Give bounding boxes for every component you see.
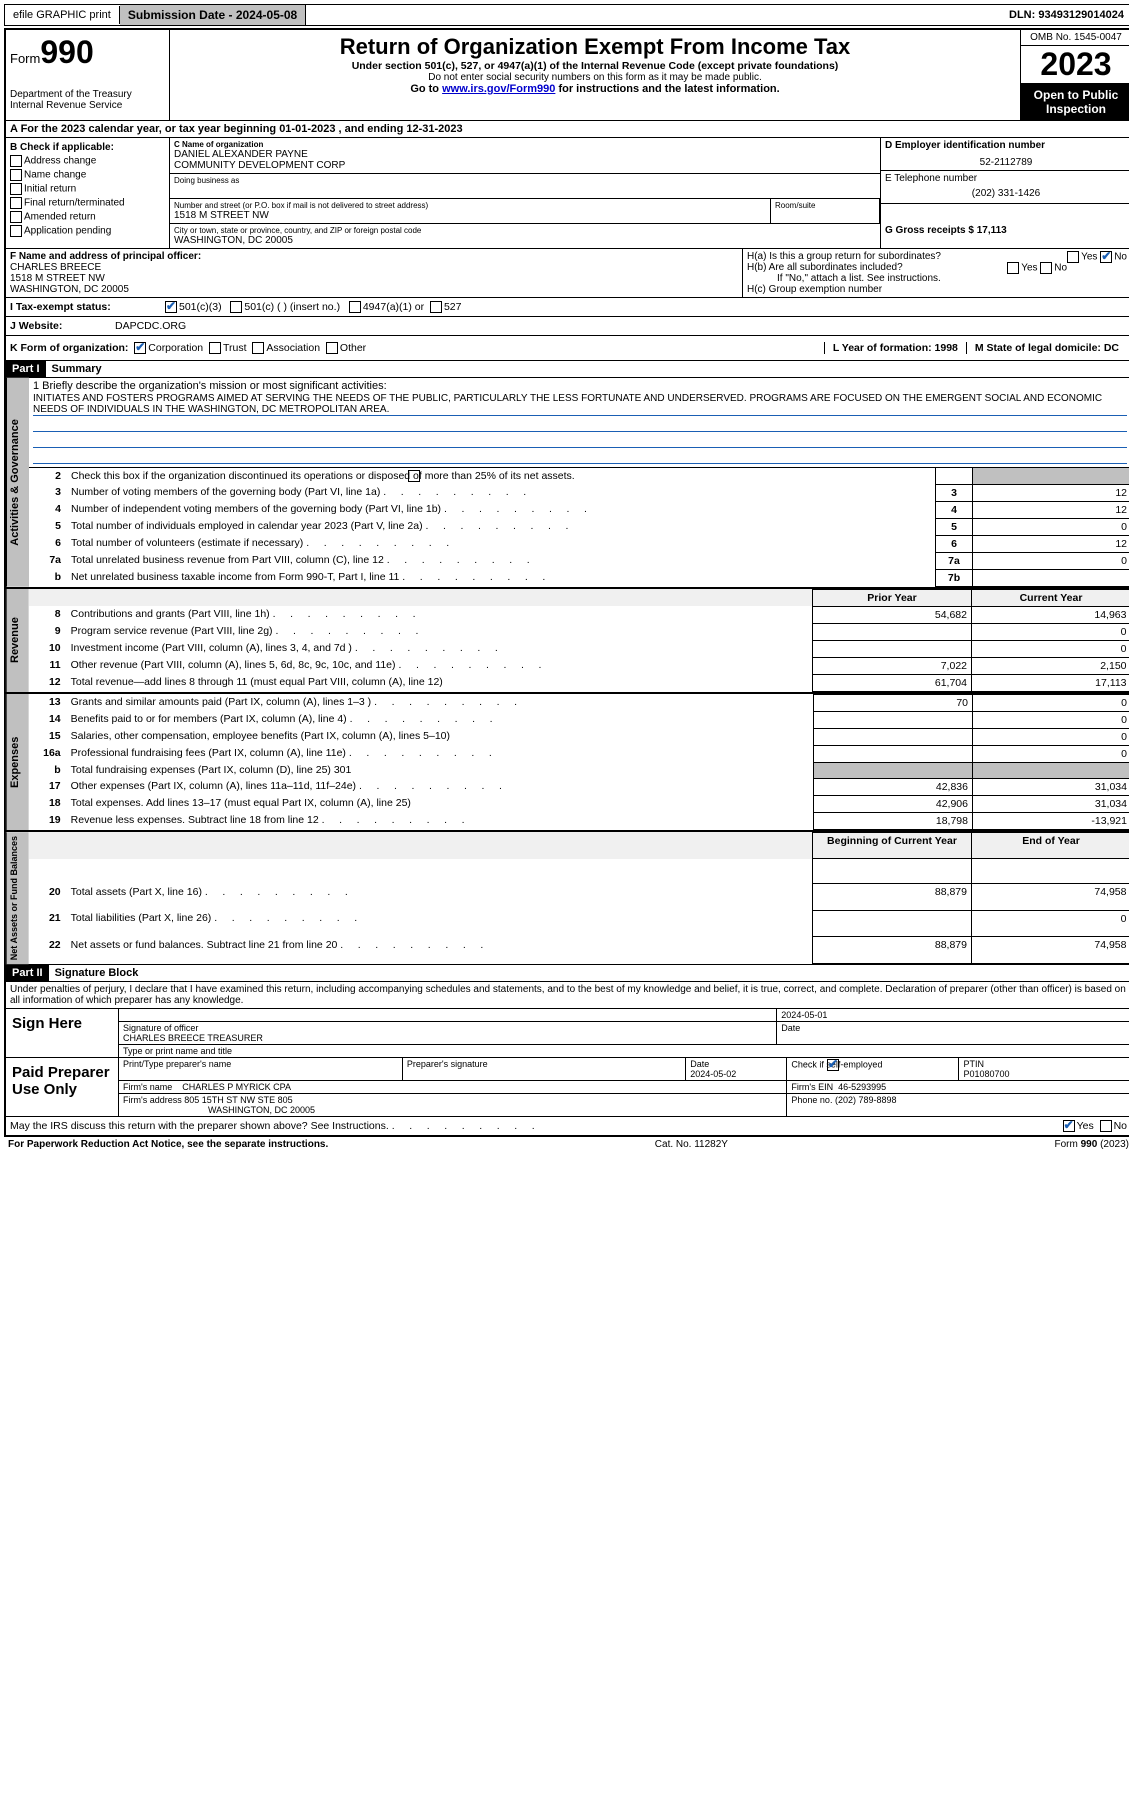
row-a-tax-year: A For the 2023 calendar year, or tax yea… xyxy=(6,121,1129,138)
dept-label: Department of the Treasury xyxy=(10,89,165,100)
form-number: Form990 xyxy=(10,34,165,71)
section-f-h: F Name and address of principal officer:… xyxy=(6,248,1129,297)
chk-name-change[interactable]: Name change xyxy=(10,169,165,181)
form-ref: Form 990 (2023) xyxy=(1055,1139,1129,1150)
chk-application-pending[interactable]: Application pending xyxy=(10,225,165,237)
header-mid: Return of Organization Exempt From Incom… xyxy=(170,30,1020,120)
vtab-expenses: Expenses xyxy=(6,694,29,830)
col-h-group: H(a) Is this a group return for subordin… xyxy=(742,249,1129,297)
room-cell: Room/suite xyxy=(771,199,880,224)
chk-address-change[interactable]: Address change xyxy=(10,155,165,167)
hc-line: H(c) Group exemption number xyxy=(747,284,1127,295)
sign-here-row: Sign Here 2024-05-01 Signature of office… xyxy=(6,1008,1129,1058)
chk-initial-return[interactable]: Initial return xyxy=(10,183,165,195)
chk-corporation[interactable] xyxy=(134,342,146,354)
instructions-line: Go to www.irs.gov/Form990 for instructio… xyxy=(174,83,1016,95)
row-k-form-org: K Form of organization: Corporation Trus… xyxy=(6,335,1129,360)
part2-title: Signature Block xyxy=(49,965,145,981)
perjury-statement: Under penalties of perjury, I declare th… xyxy=(6,981,1129,1008)
vtab-revenue: Revenue xyxy=(6,589,29,692)
chk-final-return[interactable]: Final return/terminated xyxy=(10,197,165,209)
chk-self-employed[interactable] xyxy=(827,1059,839,1071)
vtab-governance: Activities & Governance xyxy=(6,378,29,587)
street-cell: Number and street (or P.O. box if mail i… xyxy=(170,199,771,224)
hb-line: H(b) Are all subordinates included? Yes … xyxy=(747,262,1127,273)
hb-note: If "No," attach a list. See instructions… xyxy=(747,273,1127,284)
governance-table: 2Check this box if the organization disc… xyxy=(29,467,1129,587)
city-cell: City or town, state or province, country… xyxy=(170,224,880,248)
col-c-org-info: C Name of organization DANIEL ALEXANDER … xyxy=(170,138,880,248)
tax-year: 2023 xyxy=(1021,46,1129,84)
pra-notice: For Paperwork Reduction Act Notice, see … xyxy=(8,1139,328,1150)
col-f-officer: F Name and address of principal officer:… xyxy=(6,249,742,297)
col-b-checkboxes: B Check if applicable: Address change Na… xyxy=(6,138,170,248)
col-b-header: B Check if applicable: xyxy=(10,142,165,153)
open-public-badge: Open to Public Inspection xyxy=(1021,84,1129,120)
cat-no: Cat. No. 11282Y xyxy=(655,1139,728,1150)
col-d-thru-g: D Employer identification number 52-2112… xyxy=(880,138,1129,248)
org-name-cell: C Name of organization DANIEL ALEXANDER … xyxy=(170,138,880,174)
part1-title: Summary xyxy=(46,361,108,377)
paid-preparer-row: Paid Preparer Use Only Print/Type prepar… xyxy=(6,1058,1129,1116)
part1-header-row: Part I Summary xyxy=(6,360,1129,377)
gross-receipts-cell: G Gross receipts $ 17,113 xyxy=(881,204,1129,238)
summary-container: Activities & Governance 1 Briefly descri… xyxy=(6,377,1129,964)
footer: For Paperwork Reduction Act Notice, see … xyxy=(4,1137,1129,1152)
phone-cell: E Telephone number (202) 331-1426 xyxy=(881,171,1129,204)
dba-cell: Doing business as xyxy=(170,174,880,199)
discuss-row: May the IRS discuss this return with the… xyxy=(6,1116,1129,1135)
submission-date-button[interactable]: Submission Date - 2024-05-08 xyxy=(120,5,306,25)
paid-preparer-label: Paid Preparer Use Only xyxy=(6,1058,119,1116)
header-right: OMB No. 1545-0047 2023 Open to Public In… xyxy=(1020,30,1129,120)
revenue-table: Prior YearCurrent Year 8Contributions an… xyxy=(29,589,1129,692)
mission-text: INITIATES AND FOSTERS PROGRAMS AIMED AT … xyxy=(33,393,1127,416)
row-j-website: J Website: DAPCDC.ORG xyxy=(6,316,1129,335)
instructions-link[interactable]: www.irs.gov/Form990 xyxy=(442,83,555,95)
net-assets-table: Beginning of Current YearEnd of Year 20T… xyxy=(29,832,1129,964)
header-left: Form990 Department of the Treasury Inter… xyxy=(6,30,170,120)
irs-label: Internal Revenue Service xyxy=(10,100,165,111)
form-subtitle: Under section 501(c), 527, or 4947(a)(1)… xyxy=(174,60,1016,72)
part1-badge: Part I xyxy=(6,361,46,377)
part2-badge: Part II xyxy=(6,965,49,981)
ssn-warning: Do not enter social security numbers on … xyxy=(174,72,1016,83)
ha-no-checkbox[interactable] xyxy=(1100,251,1112,263)
ein-cell: D Employer identification number 52-2112… xyxy=(881,138,1129,171)
vtab-net-assets: Net Assets or Fund Balances xyxy=(6,832,29,964)
part2-header-row: Part II Signature Block xyxy=(6,964,1129,981)
chk-501c3[interactable] xyxy=(165,301,177,313)
form-title: Return of Organization Exempt From Incom… xyxy=(174,34,1016,60)
chk-discuss-yes[interactable] xyxy=(1063,1120,1075,1132)
form-header: Form990 Department of the Treasury Inter… xyxy=(6,30,1129,121)
omb-number: OMB No. 1545-0047 xyxy=(1021,30,1129,46)
sign-here-label: Sign Here xyxy=(6,1009,119,1057)
expenses-table: 13Grants and similar amounts paid (Part … xyxy=(29,694,1129,830)
mission-section: 1 Briefly describe the organization's mi… xyxy=(29,378,1129,467)
dln-label: DLN: 93493129014024 xyxy=(1001,6,1129,24)
state-domicile: M State of legal domicile: DC xyxy=(966,342,1127,354)
section-b-thru-g: B Check if applicable: Address change Na… xyxy=(6,138,1129,248)
ha-line: H(a) Is this a group return for subordin… xyxy=(747,251,1127,262)
top-bar: efile GRAPHIC print Submission Date - 20… xyxy=(4,4,1129,26)
address-row: Number and street (or P.O. box if mail i… xyxy=(170,199,880,224)
row-i-tax-status: I Tax-exempt status: 501(c)(3) 501(c) ( … xyxy=(6,297,1129,316)
form-container: Form990 Department of the Treasury Inter… xyxy=(4,28,1129,1137)
chk-amended-return[interactable]: Amended return xyxy=(10,211,165,223)
efile-label: efile GRAPHIC print xyxy=(5,6,120,24)
year-formation: L Year of formation: 1998 xyxy=(824,342,966,354)
